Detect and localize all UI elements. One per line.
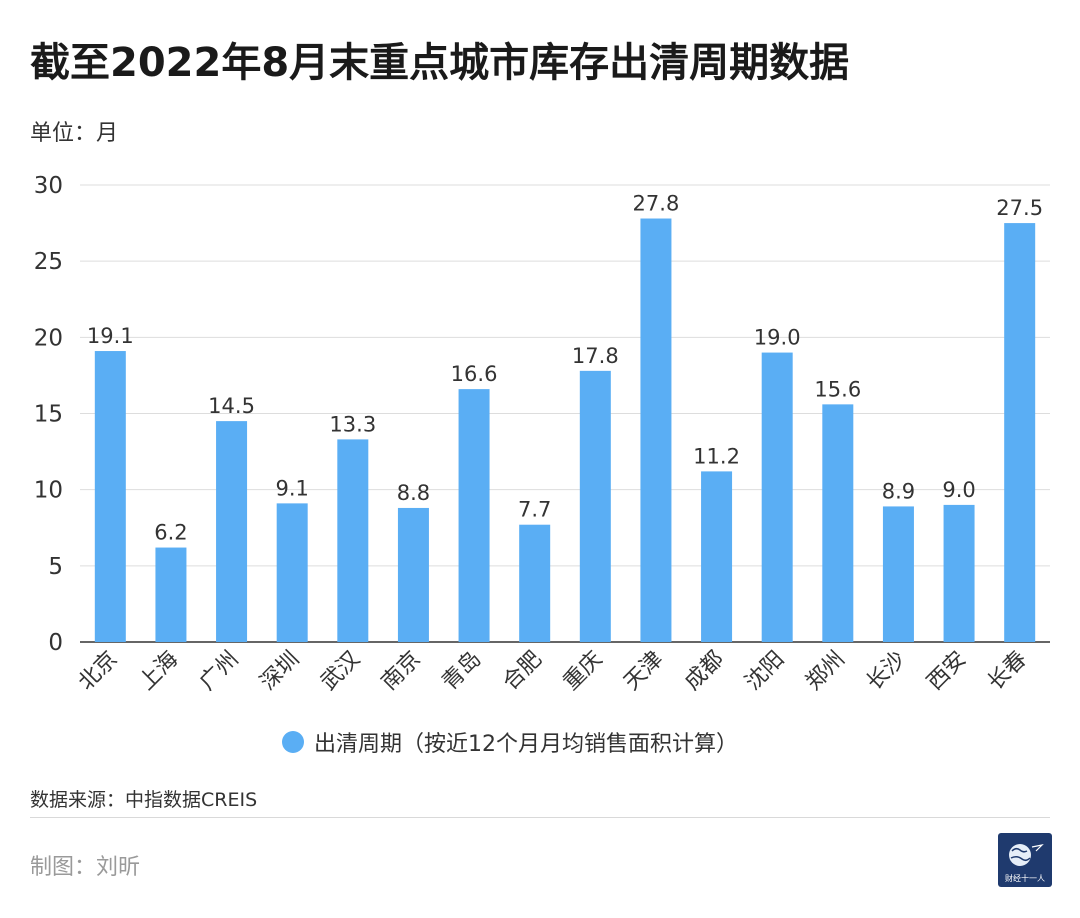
legend: 出清周期（按近12个月月均销售面积计算） <box>282 726 738 758</box>
bar-chart: 0 5 10 15 20 25 30 19.1 北京 6.2 上海 14.5 广州 9.1 深圳 13.3 武汉… <box>34 173 1050 696</box>
y-tick-label: 25 <box>34 249 63 275</box>
chart-author: 制图：刘昕 <box>30 855 141 880</box>
chart-title: 截至2022年8月末重点城市库存出清周期数据 <box>30 40 850 86</box>
bar <box>94 351 126 642</box>
x-tick-label: 青岛 <box>438 647 487 696</box>
x-tick-label: 沈阳 <box>741 647 790 696</box>
publisher-logo: 财经十一人 <box>998 833 1052 887</box>
bar <box>579 370 611 642</box>
bar <box>943 504 975 642</box>
data-label: 11.2 <box>693 444 740 468</box>
bar <box>216 421 248 642</box>
data-label: 8.8 <box>397 481 430 505</box>
bar <box>640 218 672 642</box>
x-tick-label: 长春 <box>983 647 1032 696</box>
x-tick-label: 成都 <box>680 647 729 696</box>
y-tick-label: 10 <box>34 478 63 504</box>
bar <box>822 404 854 642</box>
data-label: 19.1 <box>87 324 134 348</box>
data-label: 17.8 <box>572 344 619 368</box>
x-tick-label: 郑州 <box>801 647 850 696</box>
bar <box>276 503 308 642</box>
data-label: 7.7 <box>518 498 551 522</box>
legend-label: 出清周期（按近12个月月均销售面积计算） <box>314 732 738 757</box>
data-label: 9.0 <box>942 478 975 502</box>
data-label: 27.8 <box>633 192 680 216</box>
bar <box>397 507 429 642</box>
x-tick-label: 北京 <box>74 647 123 696</box>
bar <box>519 524 551 642</box>
x-tick-label: 合肥 <box>498 647 547 696</box>
x-tick-label: 天津 <box>619 647 668 696</box>
data-source: 数据来源：中指数据CREIS <box>30 789 258 811</box>
logo-text: 财经十一人 <box>1005 874 1045 883</box>
data-label: 8.9 <box>882 479 915 503</box>
bar <box>761 352 793 642</box>
data-label: 13.3 <box>329 412 376 436</box>
x-tick-label: 南京 <box>377 647 426 696</box>
footer-divider <box>30 817 1050 818</box>
data-label: 14.5 <box>208 394 255 418</box>
y-tick-label: 15 <box>34 402 63 428</box>
x-tick-label: 武汉 <box>316 647 365 696</box>
bar <box>458 389 490 642</box>
data-label: 16.6 <box>451 362 498 386</box>
y-tick-label: 0 <box>48 630 63 656</box>
data-label: 15.6 <box>814 377 861 401</box>
bar <box>701 471 733 642</box>
legend-swatch <box>282 731 304 753</box>
bar <box>155 547 187 642</box>
data-label: 19.0 <box>754 326 801 350</box>
bar <box>882 506 914 642</box>
bar <box>337 439 369 642</box>
data-label: 6.2 <box>154 521 187 545</box>
x-tick-label: 广州 <box>195 647 244 696</box>
x-tick-label: 深圳 <box>256 647 305 696</box>
y-tick-label: 30 <box>34 173 63 199</box>
x-tick-label: 上海 <box>134 647 183 696</box>
x-tick-label: 长沙 <box>862 647 911 696</box>
data-label: 27.5 <box>996 196 1043 220</box>
data-label: 9.1 <box>275 476 308 500</box>
bar <box>1004 223 1036 643</box>
y-tick-label: 20 <box>34 325 63 351</box>
unit-label: 单位：月 <box>30 121 119 146</box>
x-tick-label: 西安 <box>923 647 972 696</box>
globe-icon <box>1009 844 1044 866</box>
y-tick-label: 5 <box>48 554 63 580</box>
x-tick-label: 重庆 <box>559 647 608 696</box>
